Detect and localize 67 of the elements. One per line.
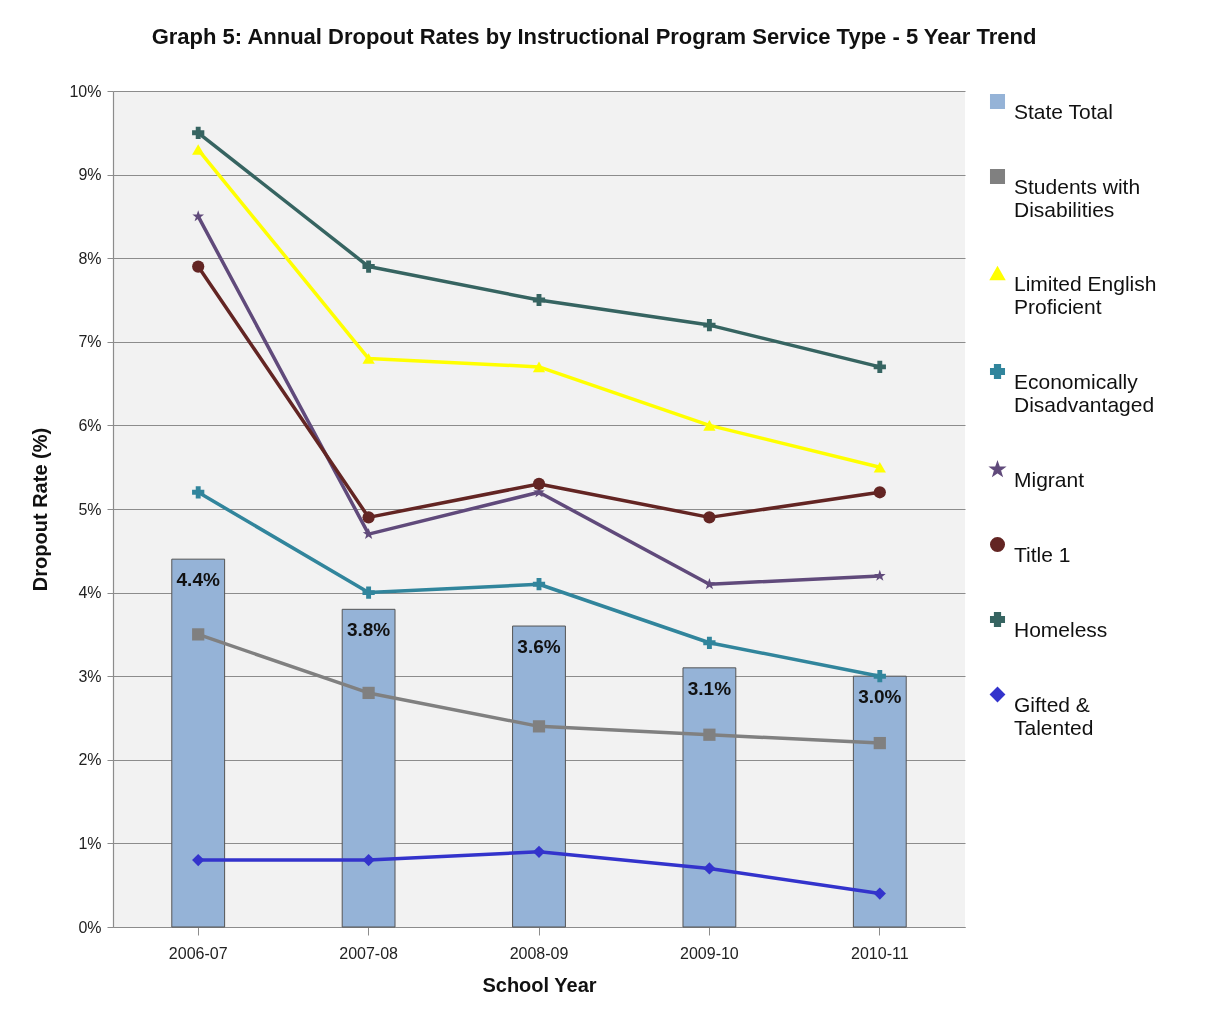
point — [873, 569, 886, 581]
point — [703, 420, 716, 431]
point — [362, 353, 375, 364]
point — [873, 486, 886, 499]
data-label: 3.6% — [517, 636, 561, 658]
legend-label: Homeless — [1014, 617, 1108, 641]
chart-title: Graph 5: Annual Dropout Rates by Instructional Program Service Type - 5 Year Trend — [151, 24, 1037, 49]
x-tick-label: 2008-09 — [509, 944, 569, 962]
y-tick-label: 0% — [78, 918, 102, 936]
point — [362, 586, 375, 599]
point — [192, 260, 205, 273]
y-tick-label: 10% — [69, 82, 102, 100]
point — [362, 686, 375, 700]
bar — [512, 625, 566, 928]
y-tick-label: 1% — [78, 834, 102, 852]
legend-label: Limited English Proficient — [1014, 271, 1157, 318]
point — [192, 486, 205, 499]
point — [362, 511, 375, 524]
y-tick-label: 5% — [78, 500, 102, 518]
y-axis-title: Dropout Rate (%) — [29, 427, 52, 592]
bar — [341, 608, 396, 928]
legend-label: Migrant — [1014, 467, 1085, 491]
data-label: 4.4% — [176, 569, 220, 591]
y-tick-label: 7% — [78, 333, 102, 351]
point — [532, 578, 546, 591]
point — [703, 728, 716, 741]
y-tick-label: 2% — [78, 751, 102, 769]
point — [362, 260, 375, 273]
point — [703, 578, 716, 590]
y-tick-label: 4% — [78, 584, 102, 602]
point — [873, 360, 886, 373]
point — [532, 845, 546, 858]
y-tick-label: 8% — [78, 249, 102, 267]
legend-label: Title 1 — [1014, 542, 1071, 566]
point — [192, 126, 205, 139]
point — [192, 210, 205, 222]
x-axis-title: School Year — [482, 973, 597, 996]
x-tick-label: 2010-11 — [851, 944, 909, 962]
y-tick-label: 9% — [78, 166, 102, 184]
point — [873, 736, 886, 750]
y-tick-label: 3% — [78, 667, 102, 685]
legend-label: Gifted & Talented — [1014, 692, 1094, 739]
point — [532, 720, 546, 733]
data-label: 3.0% — [858, 686, 902, 708]
data-label: 3.1% — [687, 677, 732, 699]
legend-label: State Total — [1014, 99, 1113, 123]
point — [532, 361, 546, 373]
point — [873, 670, 886, 683]
legend-label: Economically Disadvantaged — [1014, 369, 1155, 416]
point — [703, 511, 716, 524]
bar — [682, 667, 737, 928]
point — [703, 318, 716, 332]
point — [703, 636, 716, 649]
point — [873, 887, 886, 900]
point — [703, 862, 716, 875]
bar — [852, 675, 907, 928]
bar — [171, 558, 226, 928]
legend-label: Students with Disabilities — [1014, 174, 1141, 221]
point — [873, 461, 886, 473]
x-tick-label: 2006-07 — [168, 944, 228, 962]
point — [192, 628, 205, 641]
x-tick-label: 2007-08 — [339, 944, 399, 962]
point — [192, 144, 205, 155]
point — [532, 477, 546, 491]
data-label: 3.8% — [346, 619, 391, 641]
y-tick-label: 6% — [78, 416, 102, 434]
x-tick-label: 2009-10 — [680, 944, 739, 962]
